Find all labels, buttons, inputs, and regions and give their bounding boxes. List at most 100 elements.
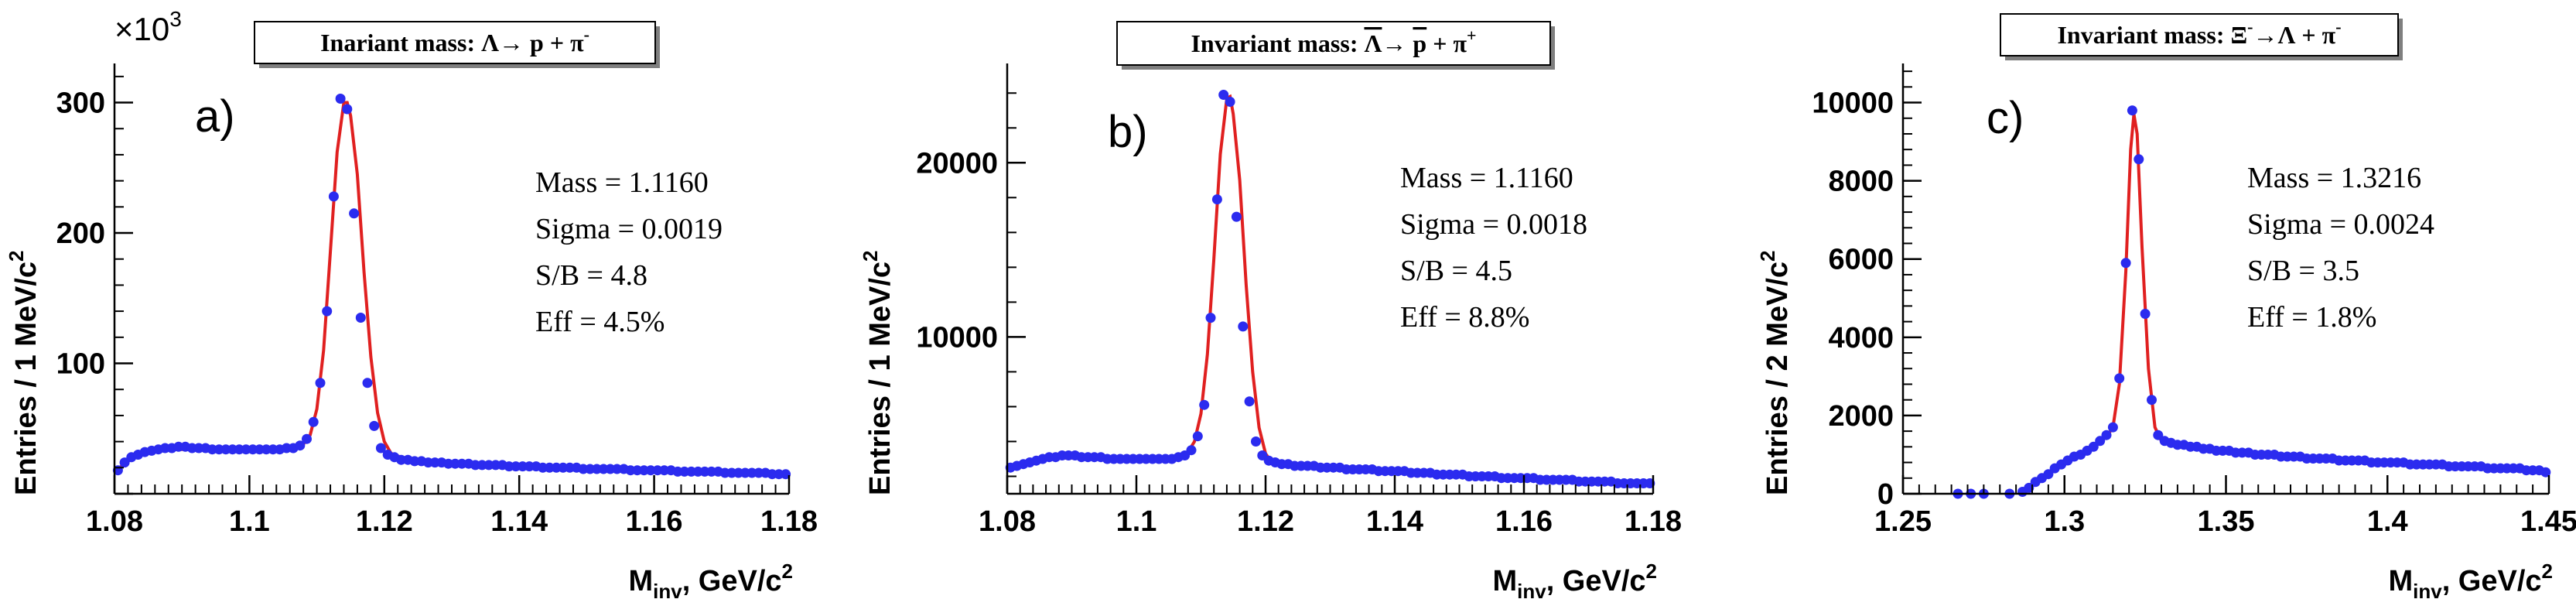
panel-a: 1.08 1.1 1.12 1.14 1.16 1.18 100 200 300 ×103 In… xyxy=(5,7,818,599)
data-point-c xyxy=(2088,441,2099,452)
y-multiplier-a: ×103 xyxy=(114,7,182,47)
plot-area-c: 1.25 1.3 1.35 1.4 1.45 0 2000 4000 6000 8000 10000 xyxy=(1812,63,2576,538)
stat-eff-b: Eff = 8.8% xyxy=(1400,301,1529,334)
x-tick-label-a: 1.1 xyxy=(229,505,270,538)
title-box-c: Invariant mass: Ξ-→Λ + π- xyxy=(2000,13,2403,60)
data-point-c xyxy=(2101,430,2112,440)
y-tick-label-c: 6000 xyxy=(1828,244,1894,276)
panel-c: 1.25 1.3 1.35 1.4 1.45 0 2000 4000 6000 8000 10000… xyxy=(1756,13,2576,599)
data-point-c xyxy=(2147,395,2157,406)
chart-title-a: Inariant mass: Λ→ p + π- xyxy=(320,25,589,56)
stat-sb-a: S/B = 4.8 xyxy=(535,259,647,292)
stat-sigma-c: Sigma = 0.0024 xyxy=(2247,208,2434,241)
x-tick-label-c: 1.4 xyxy=(2367,505,2408,538)
data-point-b xyxy=(1251,436,1261,447)
data-point-c xyxy=(2114,373,2125,384)
data-point-c xyxy=(2140,309,2151,319)
panel-b: 1.08 1.1 1.12 1.14 1.16 1.18 10000 20000 Invari… xyxy=(859,21,1682,599)
chart-title-b: Invariant mass: Λ→ p + π+ xyxy=(1191,26,1476,57)
stat-eff-a: Eff = 4.5% xyxy=(535,306,664,338)
data-point-a xyxy=(349,208,360,219)
data-point-c xyxy=(2540,467,2551,477)
y-tick-label-c: 4000 xyxy=(1828,322,1894,354)
stat-mass-b: Mass = 1.1160 xyxy=(1400,162,1573,194)
data-point-b xyxy=(1186,445,1197,456)
stat-sigma-b: Sigma = 0.0018 xyxy=(1400,208,1587,241)
x-axis-label-c: Minv, GeV/c2 xyxy=(2388,560,2553,599)
y-axis-label-b: Entries / 1 MeV/c2 xyxy=(859,251,897,495)
data-point-a xyxy=(315,378,326,388)
x-tick-label-b: 1.1 xyxy=(1116,505,1157,538)
x-tick-label-a: 1.16 xyxy=(626,505,683,538)
data-point-c xyxy=(2095,436,2106,447)
data-point-c xyxy=(2120,258,2131,269)
x-tick-label-c: 1.35 xyxy=(2198,505,2255,538)
x-tick-label-b: 1.08 xyxy=(979,505,1036,538)
data-point-a xyxy=(308,416,319,427)
stat-eff-c: Eff = 1.8% xyxy=(2247,301,2376,334)
data-point-c xyxy=(2043,469,2054,480)
stat-sb-c: S/B = 3.5 xyxy=(2247,255,2359,287)
data-point-c xyxy=(2127,105,2137,116)
data-point-b xyxy=(1225,97,1235,107)
data-point-b xyxy=(1238,321,1249,332)
x-tick-label-a: 1.14 xyxy=(490,505,548,538)
y-tick-label-c: 2000 xyxy=(1828,400,1894,433)
data-point-b xyxy=(1205,313,1216,323)
y-axis-label-a: Entries / 1 MeV/c2 xyxy=(5,251,43,495)
fit-curve-b xyxy=(1010,94,1654,485)
x-tick-label-b: 1.16 xyxy=(1495,505,1553,538)
data-point-b xyxy=(1192,431,1203,442)
x-tick-label-a: 1.18 xyxy=(760,505,818,538)
data-point-b xyxy=(1231,211,1242,222)
plot-area-a: 1.08 1.1 1.12 1.14 1.16 1.18 100 200 300 xyxy=(56,63,818,538)
y-tick-label-a: 300 xyxy=(56,87,105,120)
stat-sb-b: S/B = 4.5 xyxy=(1400,255,1512,287)
stat-sigma-a: Sigma = 0.0019 xyxy=(535,213,723,245)
data-point-b xyxy=(1199,399,1210,410)
stats-box-a: Mass = 1.1160 Sigma = 0.0019 S/B = 4.8 E… xyxy=(535,166,723,338)
panel-label-c: c) xyxy=(1987,93,2024,143)
panel-label-b: b) xyxy=(1108,107,1148,157)
data-point-c xyxy=(2134,154,2144,165)
y-tick-label-a: 200 xyxy=(56,217,105,250)
x-axis-label-a: Minv, GeV/c2 xyxy=(628,560,793,599)
y-tick-label-c: 10000 xyxy=(1812,87,1894,120)
y-tick-label-b: 20000 xyxy=(916,147,998,180)
data-point-a xyxy=(335,94,346,104)
data-point-a xyxy=(328,191,339,202)
data-point-a xyxy=(322,306,333,317)
x-tick-label-c: 1.25 xyxy=(1874,505,1932,538)
data-point-b xyxy=(1211,194,1222,205)
panel-label-a: a) xyxy=(195,91,235,142)
data-point-a xyxy=(295,440,306,451)
x-tick-label-b: 1.18 xyxy=(1625,505,1682,538)
chart-title-c: Invariant mass: Ξ-→Λ + π- xyxy=(2057,17,2341,49)
x-axis-label-b: Minv, GeV/c2 xyxy=(1492,560,1657,599)
x-tick-label-a: 1.08 xyxy=(86,505,143,538)
data-point-a xyxy=(302,433,312,444)
data-point-b xyxy=(1218,90,1229,100)
title-box-b: Invariant mass: Λ→ p + π+ xyxy=(1116,21,1555,70)
fit-curve-a xyxy=(117,101,790,476)
data-point-b xyxy=(1244,396,1255,407)
data-point-a xyxy=(119,457,130,468)
stats-box-b: Mass = 1.1160 Sigma = 0.0018 S/B = 4.5 E… xyxy=(1400,162,1587,334)
stat-mass-c: Mass = 1.3216 xyxy=(2247,162,2421,194)
stats-box-c: Mass = 1.3216 Sigma = 0.0024 S/B = 3.5 E… xyxy=(2247,162,2434,334)
data-point-a xyxy=(375,443,386,454)
data-point-c xyxy=(2107,422,2118,433)
y-tick-label-c: 0 xyxy=(1877,478,1894,511)
x-tick-label-b: 1.12 xyxy=(1237,505,1294,538)
x-tick-label-c: 1.45 xyxy=(2520,505,2576,538)
data-point-a xyxy=(369,420,380,431)
x-tick-label-b: 1.14 xyxy=(1366,505,1423,538)
x-tick-label-a: 1.12 xyxy=(356,505,413,538)
data-point-a xyxy=(342,104,353,115)
y-tick-label-c: 8000 xyxy=(1828,166,1894,198)
y-tick-label-b: 10000 xyxy=(916,321,998,354)
y-axis-label-c: Entries / 2 MeV/c2 xyxy=(1756,251,1794,495)
data-point-a xyxy=(355,313,366,323)
stat-mass-a: Mass = 1.1160 xyxy=(535,166,709,199)
